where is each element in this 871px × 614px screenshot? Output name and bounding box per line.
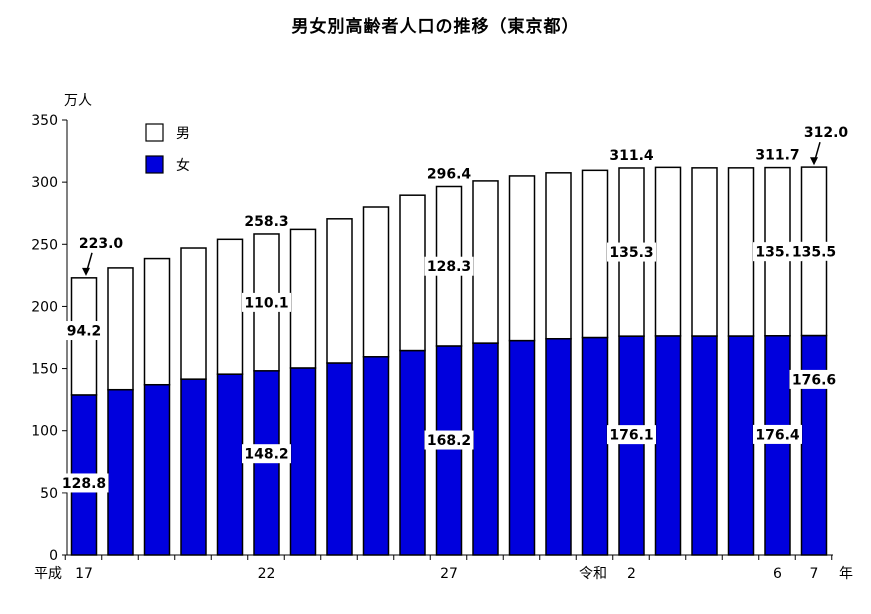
male-value-label-box [63, 321, 105, 341]
bar-segment-female [654, 335, 682, 556]
bar-segment-female [691, 335, 718, 556]
bar-segment-male [362, 206, 390, 358]
total-value-label: 223.0 [79, 236, 124, 252]
total-value-label: 258.3 [244, 214, 288, 230]
bar-segment-male [326, 218, 353, 364]
bar-segment-female [435, 345, 463, 556]
bar-segment-male [508, 175, 536, 342]
bar-segment-female [472, 342, 499, 556]
bar-segment-male [654, 166, 682, 337]
y-tick-label: 250 [31, 237, 58, 253]
bar-segment-male [581, 169, 609, 339]
bar-segment-female [216, 373, 244, 556]
female-value-label: 128.8 [62, 476, 106, 492]
legend-swatch-female [145, 155, 164, 174]
bar-segment-female [800, 334, 828, 556]
legend: 男女 [145, 123, 190, 174]
female-value-label-box [607, 425, 656, 445]
female-value-label: 176.4 [755, 427, 800, 443]
y-unit-label: 万人 [64, 93, 92, 109]
y-tick-label: 300 [31, 175, 58, 191]
y-tick-label: 150 [31, 362, 58, 378]
x-tick-label: 17 [75, 566, 93, 582]
male-value-label: 128.3 [427, 259, 471, 275]
x-tick-label: 27 [440, 566, 458, 582]
y-tick-label: 200 [31, 299, 58, 315]
male-value-label: 135.3 [755, 245, 799, 261]
total-value-label: 296.4 [427, 167, 472, 183]
x-tick-label: 22 [258, 566, 276, 582]
total-value-label: 312.0 [804, 125, 849, 141]
total-value-label: 311.7 [755, 148, 799, 164]
bar-segment-male [399, 194, 426, 352]
bar-segment-female [545, 337, 572, 556]
female-value-label: 168.2 [427, 433, 471, 449]
bar-segment-female [727, 335, 755, 556]
female-value-label-box [789, 369, 839, 389]
bar-segment-female [508, 339, 536, 556]
bar-segment-male [180, 247, 207, 380]
female-value-label-box [59, 473, 109, 493]
chart-title: 男女別高齢者人口の推移（東京都） [291, 17, 580, 37]
male-value-label-box [424, 256, 474, 276]
x-tick-label: 平成 [34, 566, 62, 582]
bar-segment-female [326, 362, 353, 556]
bar-segment-female [143, 383, 171, 556]
bar-segment-female [618, 335, 645, 556]
bar-segment-male [107, 267, 134, 391]
bar-segment-female [289, 367, 317, 556]
y-tick-label: 100 [31, 424, 58, 440]
bar-segment-female [362, 356, 390, 556]
bar-segment-female [764, 335, 791, 556]
male-value-label: 135.3 [609, 245, 653, 261]
female-value-label: 176.6 [792, 372, 836, 388]
x-unit-label: 年 [839, 566, 853, 582]
x-tick-label: 7 [810, 566, 819, 582]
x-tick-label: 6 [773, 566, 782, 582]
female-value-label-box [242, 444, 291, 464]
legend-label-male: 男 [176, 126, 190, 142]
female-value-label-box [753, 424, 802, 444]
female-value-label: 148.2 [244, 447, 288, 463]
bar-segment-female [399, 349, 426, 556]
female-value-label-box [424, 430, 474, 450]
legend-label-female: 女 [176, 157, 190, 174]
bar-segment-female [581, 336, 609, 556]
bar-segment-male [472, 180, 499, 344]
total-arrow-head [82, 267, 90, 276]
bar-segment-male [545, 172, 572, 340]
bar-segment-male [216, 238, 244, 375]
legend-swatch-male [145, 123, 164, 142]
male-value-label: 110.1 [244, 295, 288, 311]
y-tick-label: 50 [40, 486, 58, 502]
x-tick-label: 2 [627, 566, 636, 582]
y-tick-label: 350 [31, 113, 58, 129]
male-value-label: 135.5 [792, 244, 836, 260]
bar-segment-male [727, 167, 755, 337]
male-value-label-box [607, 242, 656, 262]
y-tick-label: 0 [49, 548, 58, 564]
bars [70, 166, 828, 556]
male-value-label-box [242, 292, 291, 312]
bar-segment-male [691, 167, 718, 337]
bar-segment-male [289, 228, 317, 369]
male-value-label: 94.2 [67, 324, 102, 340]
bar-segment-male [143, 257, 171, 386]
total-arrow-head [810, 157, 818, 166]
bar-segment-female [107, 388, 134, 556]
bar-segment-female [180, 378, 207, 556]
male-value-label-box [789, 241, 839, 261]
total-value-label: 311.4 [609, 148, 654, 164]
x-tick-label: 令和 [579, 566, 607, 582]
female-value-label: 176.1 [609, 428, 653, 444]
